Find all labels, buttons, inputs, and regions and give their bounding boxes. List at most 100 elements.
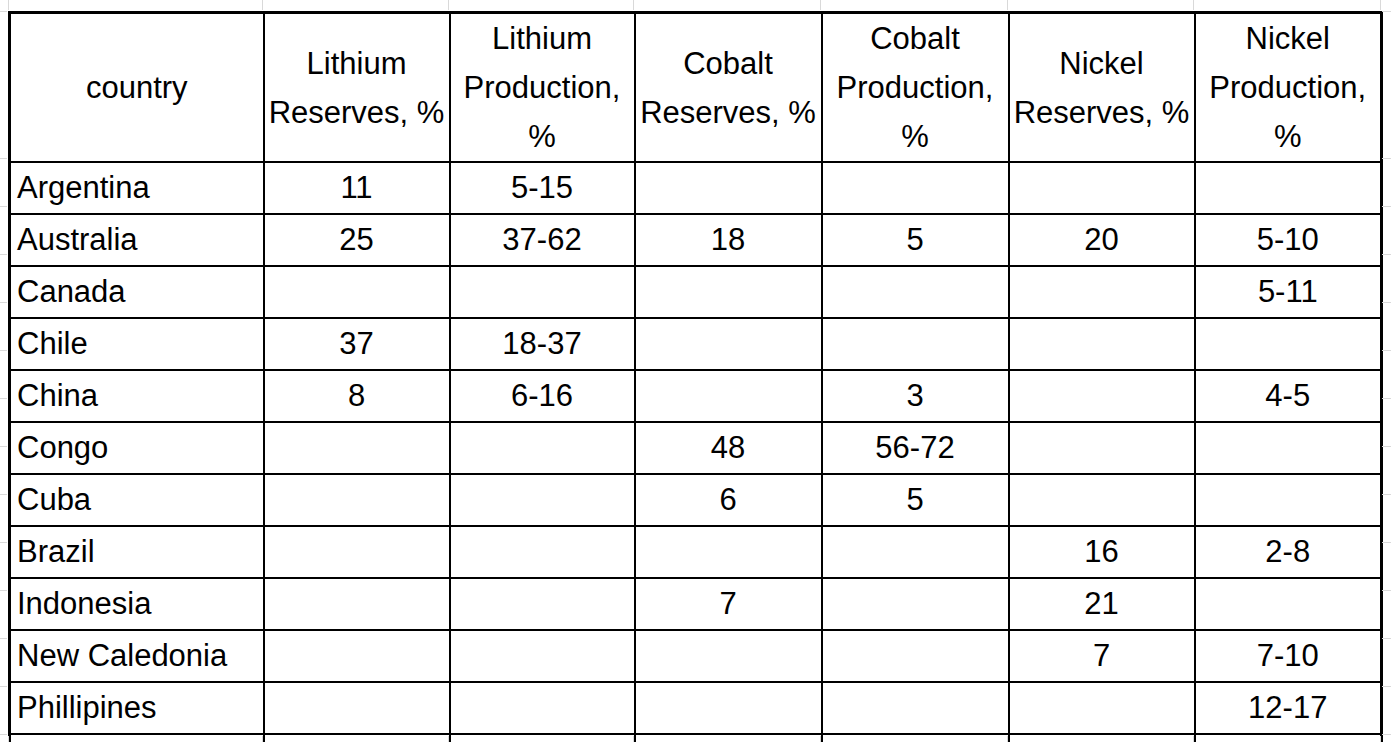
table-row: New Caledonia 77-10 (10, 630, 1382, 682)
country-cell: Brazil (10, 526, 264, 578)
gridline-stub (1382, 638, 1391, 639)
country-cell: Argentina (10, 162, 264, 214)
gridline-stub (1382, 158, 1391, 159)
table-row: Russia77-11 (10, 734, 1382, 742)
gridline-stub (0, 542, 7, 543)
table-row: Chile3718-37 (10, 318, 1382, 370)
gridline-stub (633, 0, 634, 10)
value-cell (1009, 266, 1195, 318)
value-cell (822, 734, 1009, 742)
gridline-stub (1007, 736, 1008, 742)
value-cell (1009, 474, 1195, 526)
table-body: Argentina115-15Australia2537-62185205-10… (10, 162, 1382, 742)
country-cell: Indonesia (10, 578, 264, 630)
gridline-stub (448, 0, 449, 10)
value-cell: 21 (1009, 578, 1195, 630)
value-cell (1195, 422, 1382, 474)
gridline-stub (0, 350, 7, 351)
country-cell: Congo (10, 422, 264, 474)
value-cell (635, 266, 822, 318)
header-country: country (10, 13, 264, 163)
country-cell: Phillipines (10, 682, 264, 734)
value-cell (264, 578, 450, 630)
country-cell: New Caledonia (10, 630, 264, 682)
value-cell: 5-15 (450, 162, 635, 214)
value-cell: 5 (822, 474, 1009, 526)
value-cell (1195, 162, 1382, 214)
value-cell (264, 630, 450, 682)
table-row: Canada 5-11 (10, 266, 1382, 318)
gridline-stub (8, 736, 9, 742)
value-cell: 7-11 (1195, 734, 1382, 742)
gridline-stub (0, 398, 7, 399)
value-cell (450, 682, 635, 734)
table-row: Cuba 65 (10, 474, 1382, 526)
table-row: Congo4856-72 (10, 422, 1382, 474)
value-cell: 3 (822, 370, 1009, 422)
value-cell (822, 682, 1009, 734)
country-cell: Cuba (10, 474, 264, 526)
table-row: China86-16 3 4-5 (10, 370, 1382, 422)
value-cell (822, 318, 1009, 370)
header-nickel-reserves: Nickel Reserves, % (1009, 13, 1195, 163)
table-row: Argentina115-15 (10, 162, 1382, 214)
gridline-stub (0, 734, 7, 735)
value-cell: 20 (1009, 214, 1195, 266)
value-cell (264, 266, 450, 318)
value-cell: 6-16 (450, 370, 635, 422)
gridline-stub (0, 158, 7, 159)
gridline-stub (1382, 686, 1391, 687)
metals-reserves-table: country Lithium Reserves, % Lithium Prod… (8, 11, 1383, 742)
gridline-stub (1382, 494, 1391, 495)
value-cell (1009, 162, 1195, 214)
value-cell (1009, 370, 1195, 422)
country-cell: Canada (10, 266, 264, 318)
gridline-stub (448, 736, 449, 742)
country-cell: China (10, 370, 264, 422)
value-cell: 5-11 (1195, 266, 1382, 318)
value-cell (1009, 318, 1195, 370)
value-cell (1195, 474, 1382, 526)
value-cell: 4-5 (1195, 370, 1382, 422)
value-cell: 7-10 (1195, 630, 1382, 682)
gridline-stub (1193, 736, 1194, 742)
country-cell: Chile (10, 318, 264, 370)
value-cell (450, 474, 635, 526)
gridline-stub (1007, 0, 1008, 10)
value-cell: 6 (635, 474, 822, 526)
gridline-stub (1382, 11, 1391, 12)
value-cell: 2-8 (1195, 526, 1382, 578)
value-cell: 25 (264, 214, 450, 266)
gridline-stub (1193, 0, 1194, 10)
gridline-stub (1382, 590, 1391, 591)
gridline-stub (0, 638, 7, 639)
value-cell: 7 (1009, 734, 1195, 742)
value-cell (264, 526, 450, 578)
gridline-stub (1380, 736, 1381, 742)
value-cell: 12-17 (1195, 682, 1382, 734)
gridline-stub (820, 0, 821, 10)
value-cell: 37-62 (450, 214, 635, 266)
table-header: country Lithium Reserves, % Lithium Prod… (10, 13, 1382, 163)
value-cell (1009, 422, 1195, 474)
value-cell (635, 630, 822, 682)
header-row: country Lithium Reserves, % Lithium Prod… (10, 13, 1382, 163)
gridline-stub (0, 494, 7, 495)
gridline-stub (633, 736, 634, 742)
value-cell (1009, 682, 1195, 734)
value-cell: 7 (635, 578, 822, 630)
gridline-stub (1382, 206, 1391, 207)
value-cell: 8 (264, 370, 450, 422)
gridline-stub (8, 0, 9, 10)
gridline-stub (262, 736, 263, 742)
value-cell: 7 (1009, 630, 1195, 682)
value-cell (635, 526, 822, 578)
header-cobalt-production: Cobalt Production, % (822, 13, 1009, 163)
value-cell (450, 266, 635, 318)
value-cell: 11 (264, 162, 450, 214)
value-cell (450, 526, 635, 578)
gridline-stub (262, 0, 263, 10)
value-cell (450, 578, 635, 630)
header-lithium-production: Lithium Production, % (450, 13, 635, 163)
value-cell: 16 (1009, 526, 1195, 578)
